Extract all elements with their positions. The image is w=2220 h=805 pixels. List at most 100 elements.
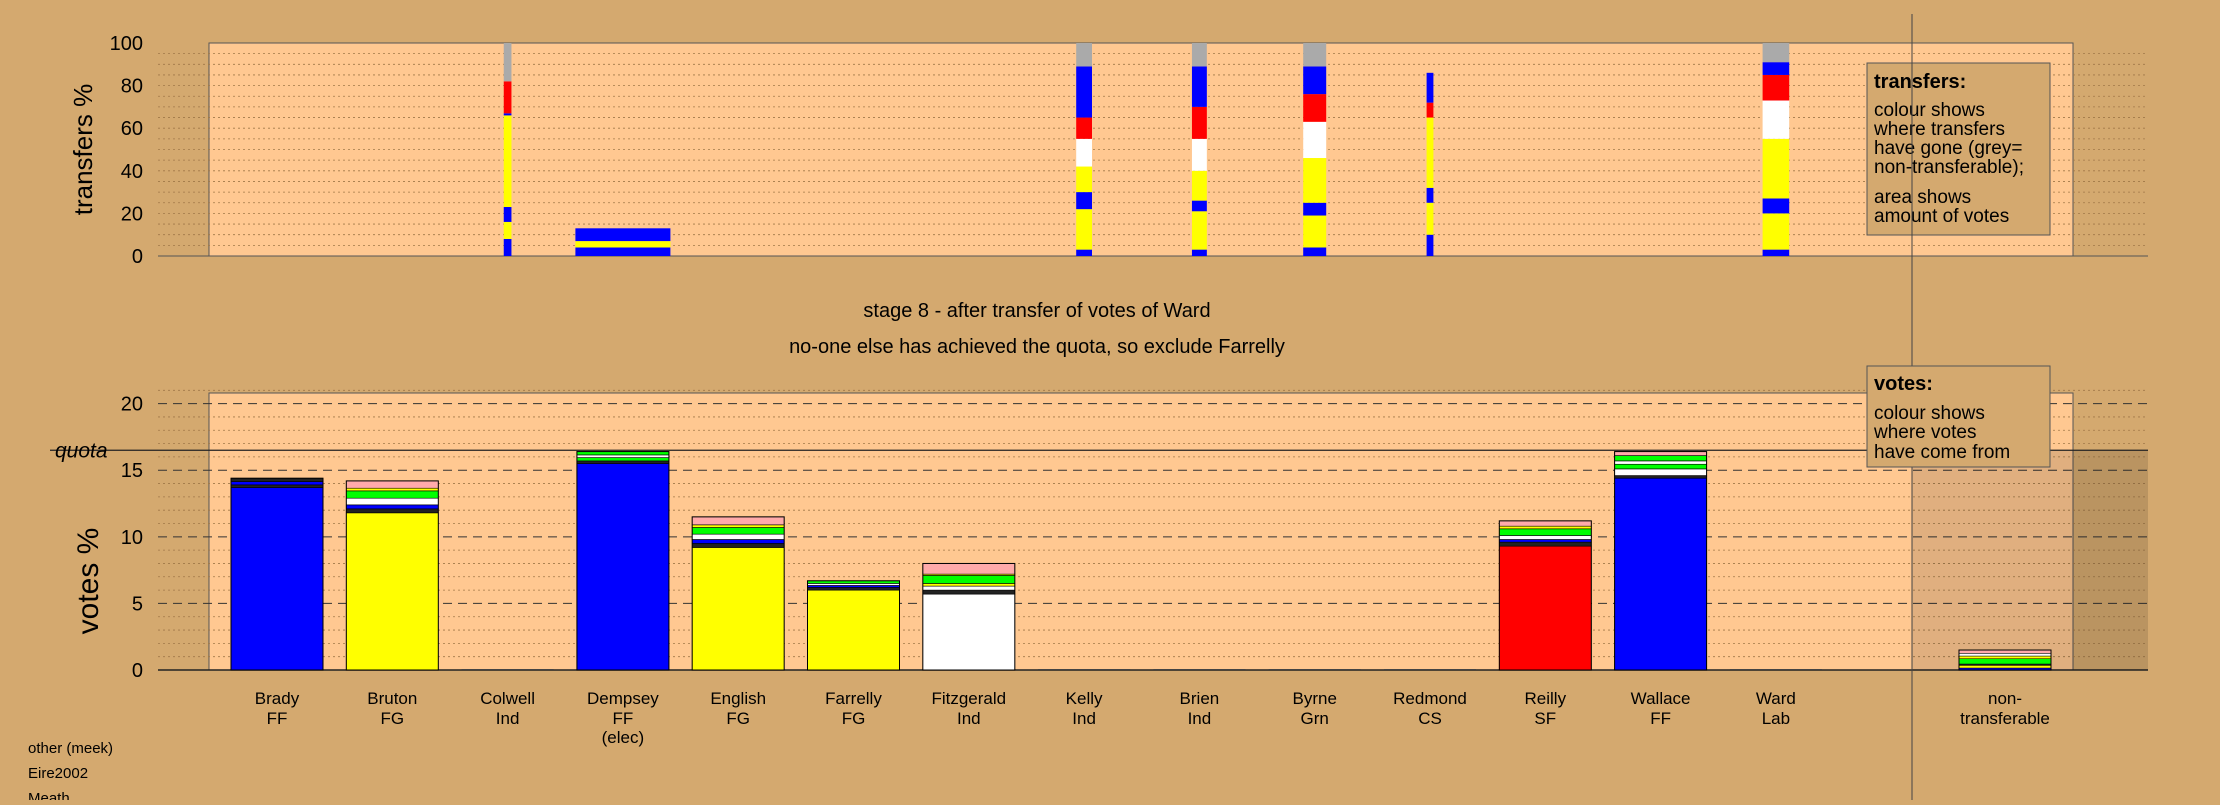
vote-bar-segment xyxy=(1499,525,1592,530)
transfer-segment xyxy=(1191,211,1207,250)
candidate-name: Byrne xyxy=(1292,689,1336,708)
vote-bar-segment xyxy=(691,543,785,548)
vote-bar-segment xyxy=(1614,475,1707,479)
vote-bar-non-transferable xyxy=(1958,649,2052,671)
vote-bar-segment xyxy=(345,480,439,489)
vote-bar-segment xyxy=(1614,468,1707,476)
transfer-column-ward xyxy=(1762,43,1790,256)
vote-bar-segment xyxy=(691,539,785,544)
votes-axis-label: votes % xyxy=(72,528,105,635)
candidate-name: English xyxy=(710,689,766,708)
transfer-segment xyxy=(1426,102,1434,118)
votes-plot-area xyxy=(208,392,2074,671)
vote-bar-outline xyxy=(1958,649,2052,671)
vote-bar-segment xyxy=(345,490,439,499)
transfer-segment xyxy=(1426,187,1434,203)
candidate-party: Ind xyxy=(1188,709,1212,728)
vote-bar-segment xyxy=(1499,539,1592,543)
quota-label: quota xyxy=(55,439,108,462)
candidate-status: (elec) xyxy=(602,728,645,747)
vote-bar-outline xyxy=(922,562,1016,671)
footer-election: Eire2002 xyxy=(28,765,88,782)
transfer-segment xyxy=(1303,247,1327,256)
votes-ytick-label: 0 xyxy=(132,660,143,682)
candidate-party: transferable xyxy=(1960,709,2050,728)
transfer-segment xyxy=(1191,66,1207,107)
vote-bar-segment xyxy=(576,454,670,458)
transfers-ytick-label: 100 xyxy=(110,33,143,55)
transfers-legend-line: amount of votes xyxy=(1874,206,2009,227)
vote-bar-segment xyxy=(691,527,785,535)
votes-legend-box xyxy=(1866,365,2051,468)
vote-bar-segment xyxy=(691,547,785,671)
vote-bar-segment xyxy=(691,524,785,528)
vote-bar-segment xyxy=(345,512,439,671)
vote-bar-segment xyxy=(1958,655,2052,659)
vote-bar-segment xyxy=(1958,658,2052,665)
vote-bar-segment xyxy=(230,481,324,486)
transfer-segment xyxy=(503,43,512,82)
vote-bar-segment xyxy=(1614,477,1707,671)
vote-bar-segment xyxy=(922,589,1016,595)
transfers-ytick-label: 20 xyxy=(121,203,143,225)
candidate-party: SF xyxy=(1534,709,1556,728)
vote-bar-segment xyxy=(1499,528,1592,536)
candidate-party: Ind xyxy=(496,709,520,728)
transfer-segment xyxy=(575,247,671,256)
vote-bar-segment xyxy=(576,460,670,464)
vote-bar-segment xyxy=(807,587,900,591)
vote-bar-segment xyxy=(807,589,900,671)
transfer-segment xyxy=(575,228,671,242)
vote-bar-fitzgerald xyxy=(922,562,1016,671)
transfer-segment xyxy=(1303,121,1327,159)
candidate-party: FF xyxy=(267,709,288,728)
vote-bar-segment xyxy=(922,583,1016,587)
vote-bar-segment xyxy=(576,457,670,462)
transfer-segment xyxy=(1303,158,1327,203)
candidate-name: Brien xyxy=(1180,689,1220,708)
vote-bar-outline xyxy=(1614,451,1708,671)
transfer-segment xyxy=(1426,117,1434,188)
vote-bar-bruton xyxy=(345,480,439,671)
transfers-legend-line: colour shows xyxy=(1874,100,1985,121)
vote-bar-outline xyxy=(345,480,439,671)
transfer-segment xyxy=(1762,43,1790,63)
vote-bar-segment xyxy=(345,497,439,506)
vote-bar-segment xyxy=(922,585,1016,591)
transfer-segment xyxy=(1303,43,1327,67)
candidate-party: Lab xyxy=(1762,709,1790,728)
vote-bar-segment xyxy=(230,484,324,488)
candidate-name: Redmond xyxy=(1393,689,1467,708)
candidate-party: Grn xyxy=(1301,709,1329,728)
transfer-segment xyxy=(1762,100,1790,139)
transfers-ytick-label: 0 xyxy=(132,246,143,268)
vote-bar-segment xyxy=(1958,653,2052,657)
vote-bar-segment xyxy=(1614,451,1707,456)
votes-legend-line: have come from xyxy=(1874,442,2010,463)
candidate-name: Bruton xyxy=(367,689,417,708)
transfers-legend-title: transfers: xyxy=(1874,71,1966,93)
votes-ytick-label: 20 xyxy=(121,394,143,416)
vote-bar-outline xyxy=(230,477,324,671)
candidate-name: Fitzgerald xyxy=(931,689,1006,708)
vote-bar-wallace xyxy=(1614,451,1708,671)
vote-bar-segment xyxy=(230,487,324,671)
transfers-legend-line: have gone (grey= xyxy=(1874,138,2022,159)
transfer-segment xyxy=(1076,43,1092,67)
candidate-name: Colwell xyxy=(480,689,535,708)
vote-bar-brady xyxy=(230,477,324,671)
